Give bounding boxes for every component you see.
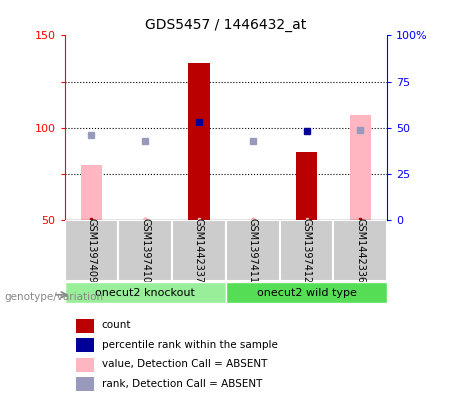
- Bar: [172, 220, 226, 281]
- Bar: [65, 282, 226, 303]
- Bar: [226, 282, 387, 303]
- Text: genotype/variation: genotype/variation: [5, 292, 104, 302]
- Text: GSM1442337: GSM1442337: [194, 218, 204, 283]
- Text: rank, Detection Call = ABSENT: rank, Detection Call = ABSENT: [102, 379, 262, 389]
- Text: onecut2 wild type: onecut2 wild type: [257, 288, 356, 298]
- Text: onecut2 knockout: onecut2 knockout: [95, 288, 195, 298]
- Bar: [349, 115, 371, 220]
- Bar: [333, 220, 387, 281]
- Bar: [226, 220, 280, 281]
- Bar: [280, 220, 333, 281]
- Bar: [118, 220, 172, 281]
- Bar: [77, 377, 94, 391]
- Text: GSM1397409: GSM1397409: [86, 218, 96, 283]
- Text: value, Detection Call = ABSENT: value, Detection Call = ABSENT: [102, 359, 267, 369]
- Text: GSM1397412: GSM1397412: [301, 218, 312, 283]
- Bar: [77, 338, 94, 353]
- Bar: [188, 63, 210, 220]
- Bar: [81, 165, 102, 220]
- Bar: [77, 319, 94, 333]
- Text: count: count: [102, 320, 131, 331]
- Text: GSM1397410: GSM1397410: [140, 218, 150, 283]
- Bar: [77, 358, 94, 372]
- Bar: [296, 152, 317, 220]
- Text: GSM1397411: GSM1397411: [248, 218, 258, 283]
- Text: percentile rank within the sample: percentile rank within the sample: [102, 340, 278, 350]
- Bar: [65, 220, 118, 281]
- Text: GSM1442336: GSM1442336: [355, 218, 366, 283]
- Title: GDS5457 / 1446432_at: GDS5457 / 1446432_at: [145, 18, 307, 31]
